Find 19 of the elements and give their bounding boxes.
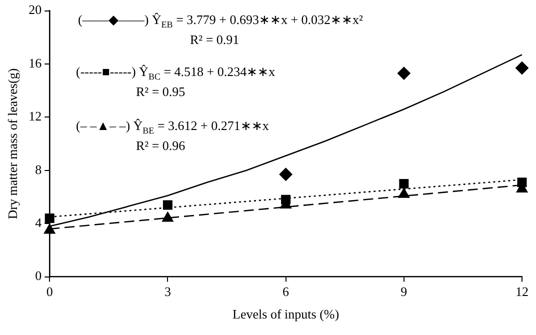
x-tick-label: 12: [516, 284, 528, 300]
y-tick-label: 8: [35, 162, 42, 177]
annotation: (——◆——) Ŷ$_{EB}$ = 3.779 + 0.693∗∗x + 0.032∗∗x²: [78, 12, 363, 30]
annotation: R² = 0.95: [136, 84, 186, 99]
x-tick-label: 9: [400, 284, 408, 300]
y-tick-label: 0: [35, 268, 42, 284]
annotation: R² = 0.96: [136, 138, 186, 153]
x-tick-label: 6: [282, 284, 290, 300]
x-tick-label: 3: [164, 284, 171, 300]
y-tick-label: 16: [28, 55, 42, 70]
y-tick-label: 12: [28, 108, 42, 124]
x-tick-label: 0: [46, 284, 53, 300]
x-axis-title: Levels of inputs (%): [232, 306, 340, 322]
y-tick-label: 4: [35, 215, 42, 230]
annotation: R² = 0.91: [190, 32, 240, 47]
y-tick-label: 20: [28, 2, 42, 18]
annotation: (-----■-----) Ŷ$_{BC}$ = 4.518 + 0.234∗∗x: [76, 64, 276, 82]
y-axis-title: Dry matter mass of leaves(g): [5, 68, 20, 220]
annotation: (– –▲– –) Ŷ$_{BE}$ = 3.612 + 0.271∗∗x: [76, 118, 269, 136]
